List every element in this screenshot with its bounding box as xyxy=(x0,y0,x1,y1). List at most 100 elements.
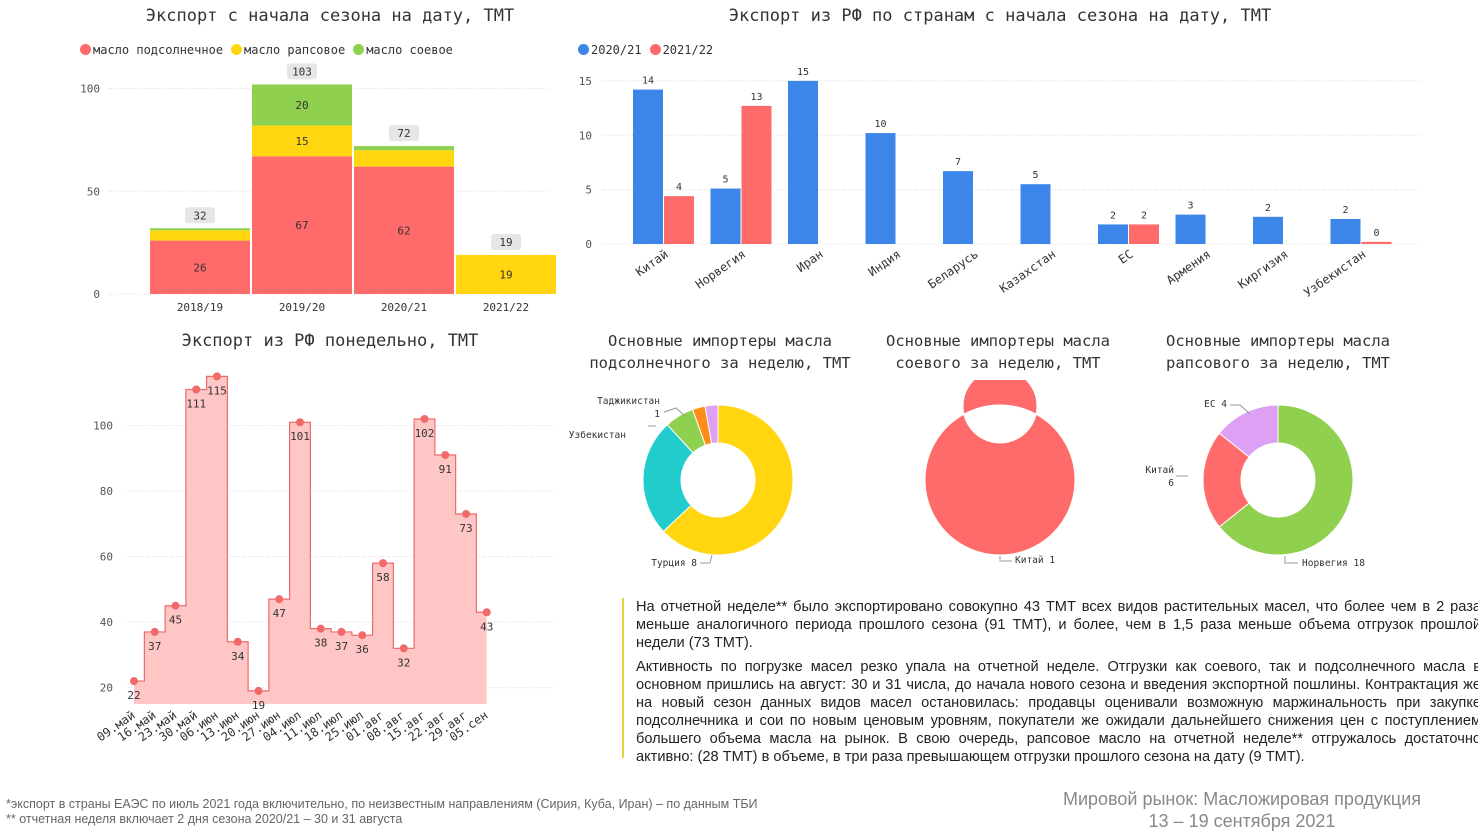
country-bar xyxy=(710,188,741,244)
x-tick-label: Киргизия xyxy=(1235,247,1290,292)
x-tick-label: Индия xyxy=(866,247,904,279)
report-brand-date: 13 – 19 сентября 2021 xyxy=(1148,811,1336,831)
weekly-point xyxy=(462,509,470,518)
weekly-value-label: 91 xyxy=(439,463,452,476)
footnote-2: ** отчетная неделя включает 2 дня сезона… xyxy=(6,812,403,826)
y-tick-label: 5 xyxy=(585,184,592,197)
weekly-point xyxy=(379,559,387,568)
pie-soy-title-line2: соевого за неделю, ТМТ xyxy=(895,354,1101,372)
bar-value-label: 26 xyxy=(193,261,206,274)
pie-slice-label: 1 xyxy=(654,409,660,420)
bar-value-label: 4 xyxy=(676,182,682,193)
country-bar xyxy=(664,196,694,244)
legend-item-2021-22: 2021/22 xyxy=(649,43,713,57)
bar-segment xyxy=(354,150,454,167)
bar-value-label: 20 xyxy=(295,99,308,112)
country-bar xyxy=(1098,224,1128,244)
country-bar xyxy=(633,89,663,244)
legend-item-2020-21: 2020/21 xyxy=(578,43,642,57)
total-badge xyxy=(185,207,215,224)
weekly-value-label: 19 xyxy=(252,699,265,712)
pie-soy-title: Основные импортеры масла соевого за неде… xyxy=(848,330,1148,374)
weekly-value-label: 36 xyxy=(356,643,369,656)
pie-rapeseed-title-line1: Основные импортеры масла xyxy=(1166,332,1390,350)
country-bar xyxy=(1175,214,1206,244)
weekly-point xyxy=(130,677,138,686)
pie-sunflower-title-line1: Основные импортеры масла xyxy=(608,332,832,350)
weekly-point xyxy=(441,451,450,460)
bar-value-label: 2 xyxy=(1110,210,1116,221)
pie-sunflower-title-line2: подсолнечного за неделю, ТМТ xyxy=(589,354,851,372)
bar-value-label: 5 xyxy=(1032,170,1038,181)
pie-slice xyxy=(1218,404,1354,556)
bar-value-label: 2 xyxy=(1342,205,1348,216)
weekly-point xyxy=(482,608,491,617)
pie-slice-label: Китай xyxy=(1145,465,1174,476)
weekly-point xyxy=(275,595,284,604)
legend-item-sunflower: масло подсолнечное xyxy=(80,43,223,57)
weekly-point xyxy=(233,637,242,646)
total-badge xyxy=(287,63,317,80)
weekly-value-label: 58 xyxy=(376,571,389,584)
bar-total-label: 103 xyxy=(292,65,312,78)
weekly-value-label: 115 xyxy=(207,384,227,397)
pie-sunflower-title: Основные импортеры масла подсолнечного з… xyxy=(560,330,880,374)
report-brand-title: Мировой рынок: Масложировая продукция xyxy=(1062,789,1422,809)
x-tick-label: Норвегия xyxy=(693,247,748,292)
countries-chart-title: Экспорт из РФ по странам с начала сезона… xyxy=(728,6,1272,26)
weekly-value-label: 47 xyxy=(273,607,286,620)
x-tick-label: Узбекистан xyxy=(1301,247,1368,300)
pie-slice xyxy=(662,404,794,556)
y-tick-label: 60 xyxy=(100,551,113,564)
y-tick-label: 0 xyxy=(585,238,592,251)
total-badge xyxy=(389,125,419,142)
pie-slice xyxy=(924,380,1076,556)
bar-segment xyxy=(150,228,250,231)
country-bar xyxy=(1361,241,1392,244)
pie-slice xyxy=(704,404,719,445)
weekly-point xyxy=(420,414,429,423)
bar-value-label: 67 xyxy=(295,219,308,232)
bar-segment xyxy=(252,84,352,126)
x-tick-label: Казахстан xyxy=(997,247,1058,296)
bar-value-label: 2 xyxy=(1141,210,1147,221)
x-tick-label: Китай xyxy=(633,247,671,279)
y-tick-label: 20 xyxy=(100,682,113,695)
bar-segment xyxy=(354,166,454,294)
bar-total-label: 72 xyxy=(397,127,410,140)
y-tick-label: 100 xyxy=(80,83,100,96)
weekly-point xyxy=(358,631,367,640)
pie-soy-title-line1: Основные импортеры масла xyxy=(886,332,1110,350)
weekly-value-label: 102 xyxy=(415,427,435,440)
weekly-value-label: 37 xyxy=(335,640,348,653)
pie-label-leader xyxy=(663,407,686,417)
y-tick-label: 80 xyxy=(100,485,113,498)
pie-slice xyxy=(642,424,694,533)
pie-slice-label: Китай 1 xyxy=(1015,555,1055,566)
bar-value-label: 13 xyxy=(750,92,762,103)
bar-segment xyxy=(150,230,250,241)
weekly-chart: 204060801002209.май3716.май4523.май11130… xyxy=(93,372,556,744)
country-bar xyxy=(1330,218,1361,244)
bar-segment xyxy=(456,254,556,294)
country-bar xyxy=(788,80,818,244)
country-bar xyxy=(1020,184,1051,244)
pie-slice xyxy=(1218,404,1279,458)
pie-label-leader xyxy=(700,554,713,564)
footnote-1: *экспорт в страны ЕАЭС по июль 2021 года… xyxy=(6,797,758,811)
x-tick-label: Армения xyxy=(1164,247,1213,287)
pie-slice-label: Узбекистан xyxy=(569,430,626,441)
x-tick-label: Беларусь xyxy=(925,247,980,292)
weekly-value-label: 101 xyxy=(290,430,310,443)
weekly-value-label: 34 xyxy=(231,650,245,663)
bar-value-label: 19 xyxy=(499,268,512,281)
legend-item-rapeseed: масло рапсовое xyxy=(231,43,345,57)
weekly-line xyxy=(134,375,487,692)
bar-value-label: 2 xyxy=(1265,203,1271,214)
weekly-value-label: 111 xyxy=(186,397,206,410)
y-tick-label: 100 xyxy=(93,420,113,433)
bar-value-label: 10 xyxy=(874,119,886,130)
pie-slice-label: Таджикистан xyxy=(597,396,660,407)
bar-total-label: 32 xyxy=(193,209,206,222)
pie-rapeseed-title: Основные импортеры масла рапсового за не… xyxy=(1128,330,1428,374)
